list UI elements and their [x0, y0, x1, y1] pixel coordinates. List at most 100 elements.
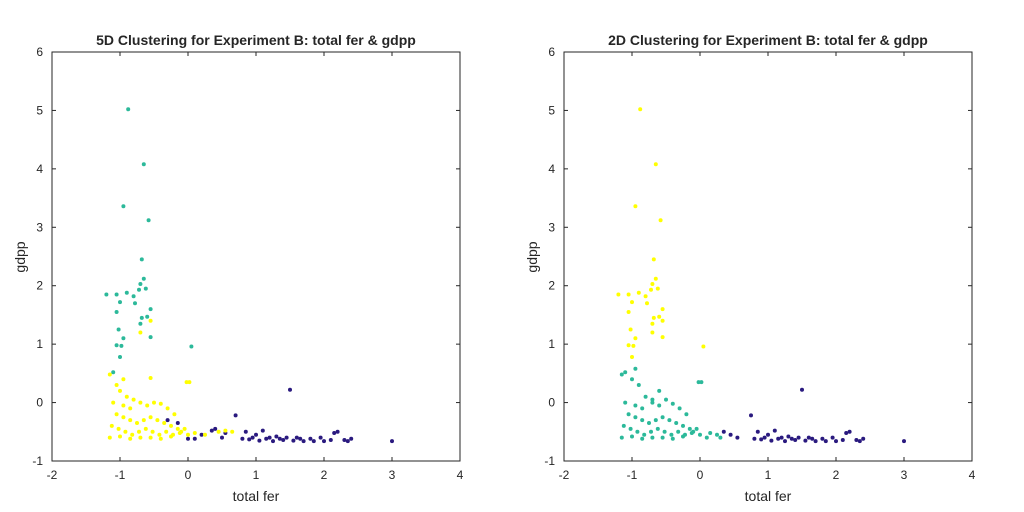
scatter-point: [647, 421, 651, 425]
scatter-point: [752, 436, 757, 441]
scatter-point: [670, 401, 675, 406]
scatter-point: [616, 292, 621, 297]
scatter-point: [130, 432, 135, 437]
scatter-point: [633, 415, 638, 420]
scatter-point: [715, 432, 719, 437]
scatter-point: [650, 397, 655, 402]
scatter-point: [662, 429, 667, 434]
scatter-point: [114, 383, 119, 387]
scatter-point: [854, 438, 859, 442]
scatter-point: [114, 310, 119, 314]
scatter-point: [681, 423, 685, 428]
scatter-point: [630, 355, 634, 359]
scatter-point: [133, 301, 137, 306]
scatter-point: [192, 431, 197, 435]
scatter-point: [660, 307, 665, 312]
scatter-point: [789, 436, 794, 441]
scatter-point: [199, 432, 204, 437]
scatter-point: [148, 415, 153, 420]
scatter-point: [623, 400, 628, 405]
y-tick-label: 2: [36, 279, 43, 293]
scatter-point: [840, 438, 845, 442]
scatter-point: [328, 438, 333, 442]
scatter-point: [669, 432, 674, 437]
scatter-point: [660, 335, 665, 340]
y-axis-label: gdpp: [524, 241, 540, 272]
scatter-point: [630, 300, 634, 305]
scatter-point: [621, 423, 626, 428]
scatter-point: [694, 426, 699, 431]
scatter-point: [284, 435, 289, 440]
scatter-point: [192, 436, 197, 441]
scatter-point: [146, 218, 151, 223]
scatter-point: [175, 426, 180, 431]
scatter-point: [660, 415, 665, 420]
scatter-point: [308, 436, 313, 441]
scatter-point: [145, 314, 150, 319]
x-tick-label: -1: [627, 468, 638, 482]
y-axis-label: gdpp: [12, 241, 28, 272]
scatter-point: [630, 434, 634, 439]
scatter-point: [630, 377, 634, 382]
scatter-point: [806, 435, 811, 440]
scatter-point: [141, 276, 146, 281]
scatter-point: [640, 418, 645, 423]
scatter-point: [674, 421, 679, 425]
scatter-point: [288, 387, 292, 392]
y-tick-label: 3: [36, 220, 43, 234]
scatter-point: [651, 315, 656, 320]
scatter-point: [783, 439, 787, 444]
y-tick-label: 5: [36, 103, 43, 117]
scatter-point: [220, 435, 224, 440]
scatter-point: [131, 294, 136, 299]
scatter-point: [118, 300, 122, 305]
scatter-point: [121, 415, 126, 420]
scatter-point: [111, 400, 116, 405]
scatter-point: [131, 397, 136, 402]
scatter-point: [676, 429, 681, 434]
scatter-point: [186, 432, 190, 437]
scatter-point: [230, 429, 235, 434]
scatter-point: [187, 380, 192, 385]
scatter-point: [649, 429, 653, 434]
scatter-point: [116, 327, 121, 332]
scatter-point: [844, 431, 849, 435]
scatter-point: [165, 406, 170, 411]
scatter-panel-5d: 5D Clustering for Experiment B: total fe…: [12, 32, 464, 504]
scatter-point: [111, 370, 116, 375]
scatter-point: [636, 290, 641, 295]
scatter-point: [619, 372, 624, 377]
scatter-point: [721, 429, 726, 434]
scatter-point: [633, 403, 638, 408]
scatter-point: [247, 437, 252, 442]
scatter-point: [335, 429, 340, 434]
scatter-point: [803, 438, 808, 443]
scatter-point: [126, 107, 131, 112]
x-tick-label: -2: [47, 468, 58, 482]
scatter-point: [664, 397, 668, 402]
scatter-point: [148, 335, 153, 340]
scatter-point: [148, 318, 153, 323]
scatter-point: [260, 428, 265, 433]
scatter-point: [718, 435, 723, 440]
scatter-point: [138, 282, 143, 286]
scatter-point: [626, 412, 631, 417]
scatter-point: [164, 429, 169, 434]
scatter-point: [813, 439, 818, 444]
scatter-point: [203, 432, 207, 437]
scatter-point: [121, 204, 126, 209]
scatter-point: [810, 436, 815, 441]
x-tick-label: 2: [833, 468, 840, 482]
scatter-point: [651, 257, 656, 262]
scatter-point: [121, 336, 126, 341]
scatter-point: [681, 434, 685, 439]
x-tick-label: 2: [321, 468, 328, 482]
scatter-point: [655, 426, 660, 431]
y-tick-label: 5: [548, 103, 555, 117]
axis-ticks: -2 -1 0 1 2 3 4 -1 0 1 2 3 4 5 6: [544, 45, 975, 482]
scatter-point: [650, 282, 655, 286]
scatter-point: [311, 439, 316, 444]
scatter-point: [264, 436, 269, 441]
axes-box: [563, 51, 973, 462]
scatter-point: [318, 435, 323, 440]
